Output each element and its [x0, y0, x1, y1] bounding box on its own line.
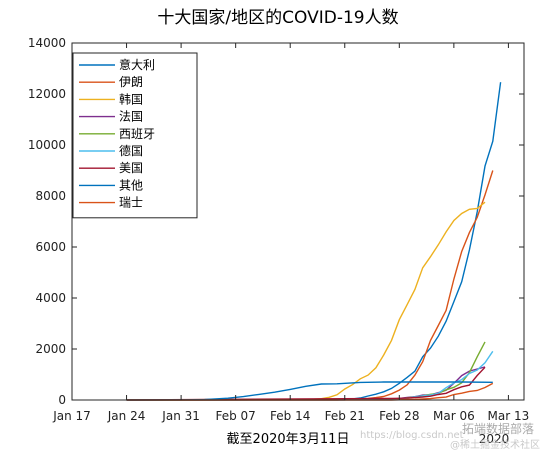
- legend-entry-1: 伊朗: [119, 75, 143, 89]
- series-line-5: [126, 350, 494, 401]
- y-tick-label: 8000: [35, 189, 66, 203]
- x-tick-label: Jan 24: [107, 409, 146, 423]
- x-tick-label: Feb 14: [270, 409, 310, 423]
- series-line-2: [126, 201, 486, 401]
- legend-entry-8: 瑞士: [119, 196, 143, 210]
- legend-box: [72, 52, 198, 219]
- axis-ticks: 0 2000 4000 6000 8000 10000 12000 14000 Jan 17 Ja…: [28, 36, 529, 423]
- legend-entry-7: 其他: [119, 178, 143, 192]
- x-tick-label: Jan 17: [52, 409, 91, 423]
- y-tick-label: 14000: [28, 36, 66, 50]
- series-line-4: [126, 341, 486, 401]
- series-line-0: [126, 82, 502, 401]
- series-line-6: [126, 366, 486, 401]
- x-axis-label: 截至2020年3月11日: [227, 432, 350, 447]
- y-tick-label: 0: [58, 393, 66, 407]
- x-tick-label: Feb 28: [379, 409, 419, 423]
- y-tick-label: 2000: [35, 342, 66, 356]
- watermark-community: @稀土掘金技术社区: [450, 438, 540, 451]
- y-tick-label: 4000: [35, 291, 66, 305]
- chart-title: 十大国家/地区的COVID-19人数: [157, 8, 398, 28]
- legend-entry-5: 德国: [119, 143, 143, 158]
- legend-entry-3: 法国: [119, 110, 143, 124]
- legend-entry-0: 意大利: [119, 57, 155, 72]
- x-axis-year-label: 2020: [479, 432, 510, 446]
- watermark-url: https://blog.csdn.net: [360, 430, 464, 441]
- watermark-brand: 拓端数据部落: [462, 421, 534, 436]
- y-tick-label: 10000: [28, 138, 66, 152]
- legend-entry-4: 西班牙: [119, 127, 155, 141]
- axes-box: [71, 42, 525, 401]
- y-tick-label: 12000: [28, 87, 66, 101]
- x-tick-label: Feb 07: [215, 409, 255, 423]
- y-tick-label: 6000: [35, 240, 66, 254]
- x-tick-label: Jan 31: [161, 409, 200, 423]
- legend-entry-2: 韩国: [119, 91, 143, 106]
- series-line-7: [126, 381, 493, 401]
- x-tick-label: Mar 06: [433, 409, 475, 423]
- x-tick-label: Mar 13: [488, 409, 530, 423]
- legend-entry-6: 美国: [119, 161, 143, 175]
- x-tick-label: Feb 21: [325, 409, 365, 423]
